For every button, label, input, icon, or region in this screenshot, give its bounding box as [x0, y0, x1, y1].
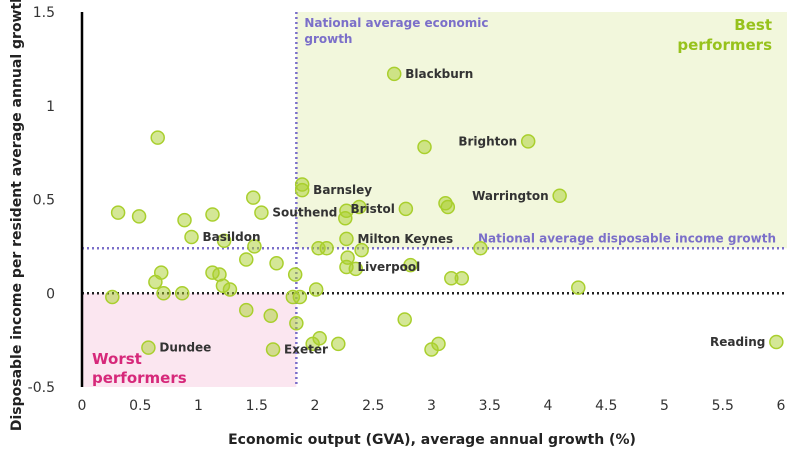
data-point — [239, 252, 254, 267]
point-label-bristol: Bristol — [350, 202, 394, 216]
data-point — [431, 336, 446, 352]
data-point — [289, 316, 304, 331]
data-point — [331, 336, 346, 352]
data-point — [110, 205, 126, 220]
data-point — [294, 182, 310, 198]
x-tick-label: 1 — [194, 398, 203, 414]
data-point — [254, 205, 269, 220]
worst-performers-label: Worst — [92, 350, 142, 368]
data-point — [292, 289, 308, 305]
data-point — [769, 334, 784, 350]
data-point — [319, 241, 334, 256]
data-point — [397, 312, 412, 327]
point-label-milton-keynes: Milton Keynes — [357, 232, 453, 246]
data-point — [338, 211, 353, 226]
point-label-blackburn: Blackburn — [405, 67, 473, 81]
data-point — [184, 229, 199, 245]
worst-performers-label: performers — [92, 369, 187, 387]
data-point — [308, 282, 324, 297]
data-point — [417, 139, 432, 155]
data-point — [205, 207, 220, 222]
data-point — [386, 66, 402, 82]
x-tick-label: 4 — [544, 398, 553, 414]
national-average-income-label: National average disposable income growt… — [478, 231, 776, 245]
best-performers-label: performers — [677, 36, 772, 54]
data-point — [287, 267, 303, 282]
x-tick-label: 1.5 — [246, 398, 268, 414]
data-point — [403, 257, 418, 273]
x-tick-label: 3.5 — [479, 398, 501, 414]
x-tick-label: 5 — [660, 398, 669, 414]
x-tick-label: 2.5 — [362, 398, 384, 414]
data-point — [222, 282, 238, 297]
x-tick-label: 0 — [78, 398, 87, 414]
data-point — [216, 233, 232, 248]
data-point — [239, 302, 254, 318]
y-tick-label: 0 — [46, 286, 55, 302]
x-tick-label: 0.5 — [129, 398, 151, 414]
data-point — [473, 241, 488, 256]
data-point — [398, 201, 414, 217]
data-point — [552, 188, 567, 203]
data-point — [339, 231, 354, 247]
data-point — [305, 336, 320, 352]
data-point — [141, 340, 156, 355]
y-axis-label: Disposable income per resident average a… — [9, 0, 25, 431]
data-point — [440, 199, 456, 215]
data-point — [174, 286, 190, 301]
best-performers-region — [296, 12, 787, 249]
point-label-southend: Southend — [272, 206, 337, 220]
point-label-liverpool: Liverpool — [357, 260, 420, 274]
data-point — [150, 130, 165, 145]
data-point — [348, 261, 364, 277]
point-label-exeter: Exeter — [284, 343, 328, 357]
x-tick-label: 6 — [777, 398, 786, 414]
y-tick-label: 1.5 — [33, 5, 55, 21]
x-axis-label: Economic output (GVA), average annual gr… — [228, 432, 636, 448]
point-label-reading: Reading — [710, 335, 765, 349]
data-point — [354, 242, 369, 258]
data-point — [247, 239, 262, 254]
y-tick-label: -0.5 — [28, 380, 55, 396]
data-point — [269, 256, 284, 271]
x-tick-label: 3 — [427, 398, 436, 414]
x-tick-label: 2 — [311, 398, 320, 414]
data-point — [520, 134, 536, 149]
y-tick-label: 0.5 — [33, 193, 55, 209]
point-label-dundee: Dundee — [159, 341, 211, 355]
point-label-brighton: Brighton — [458, 134, 517, 148]
y-tick-label: 1 — [46, 99, 55, 115]
worst-performers-region — [82, 293, 297, 387]
data-point — [263, 308, 278, 323]
x-tick-label: 4.5 — [595, 398, 617, 414]
data-point — [131, 209, 147, 224]
point-label-barnsley: Barnsley — [313, 183, 372, 197]
data-point — [105, 289, 120, 305]
data-point — [156, 286, 171, 301]
x-tick-label: 5.5 — [712, 398, 734, 414]
national-average-growth-label: National average economic — [304, 16, 488, 30]
data-point — [571, 280, 586, 295]
data-point — [246, 190, 261, 205]
data-point — [265, 342, 281, 357]
data-point — [454, 271, 470, 286]
point-label-warrington: Warrington — [472, 189, 549, 203]
data-point — [177, 212, 192, 228]
national-average-growth-label: growth — [304, 32, 352, 46]
point-label-basildon: Basildon — [203, 230, 261, 244]
best-performers-label: Best — [734, 16, 772, 34]
data-point — [148, 274, 163, 290]
data-point — [352, 199, 367, 215]
